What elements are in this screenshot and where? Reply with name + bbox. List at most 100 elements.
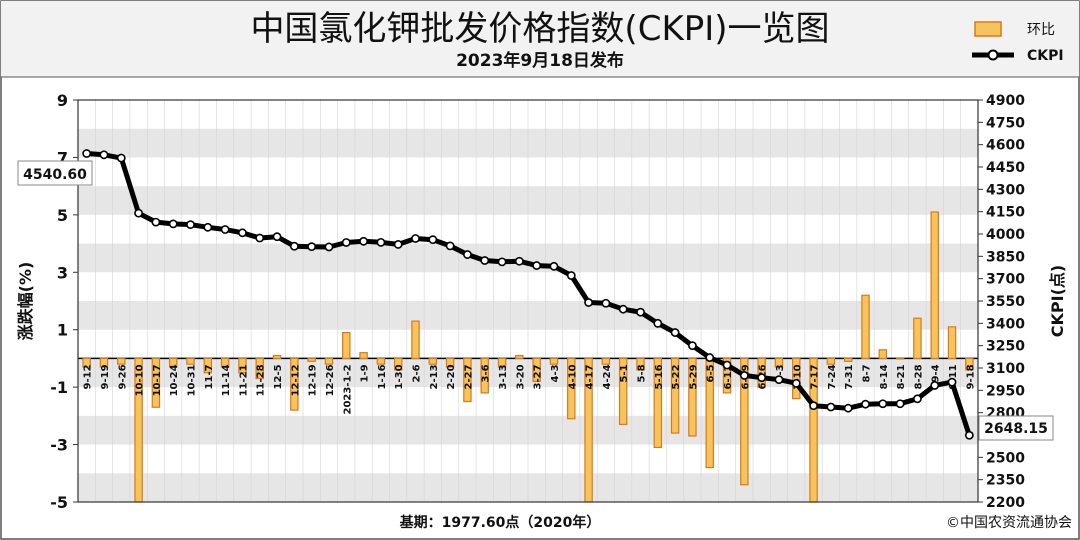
x-tick-label: 7-17 <box>810 364 821 389</box>
right-tick-label: 2950 <box>986 383 1025 399</box>
pct-change-bar <box>411 320 420 360</box>
x-tick-label: 12-12 <box>290 364 301 396</box>
pct-change-bar <box>618 357 628 426</box>
x-tick-label: 8-7 <box>862 364 873 382</box>
left-tick-label: -5 <box>50 493 68 512</box>
pct-change-bar <box>393 357 403 371</box>
start-callout-box <box>17 160 93 186</box>
ckpi-point <box>705 353 715 362</box>
right-tick-label: 4150 <box>986 205 1025 221</box>
end-callout-text: 2648.15 <box>984 421 1048 437</box>
right-tick-label: 3850 <box>986 249 1025 265</box>
right-tick-label: 3250 <box>986 339 1025 355</box>
footer-base-period: 基期：1977.60点（2020年） <box>400 514 601 531</box>
x-tick-label: 9-4 <box>931 364 942 382</box>
pct-change-bar <box>930 211 939 360</box>
pct-change-bar <box>636 357 645 371</box>
right-tick-label: 3550 <box>986 294 1025 310</box>
x-tick-label: 11-28 <box>256 364 267 396</box>
pct-change-bar <box>220 357 230 368</box>
x-tick-label: 1-16 <box>377 364 388 389</box>
pct-change-bar <box>878 349 888 360</box>
x-tick-label: 11-14 <box>221 364 232 396</box>
pct-change-bar <box>480 357 489 394</box>
pct-change-bar <box>168 357 178 368</box>
x-tick-label: 4-3 <box>550 364 561 382</box>
ckpi-point <box>220 225 230 234</box>
ckpi-point <box>809 401 818 411</box>
ckpi-point <box>289 241 299 251</box>
right-tick-label: 2350 <box>986 473 1025 489</box>
end-value-callout: 2648.15 <box>978 415 1054 441</box>
pct-change-bar <box>515 354 524 360</box>
x-tick-label: 12-26 <box>325 364 336 396</box>
right-tick-label: 2200 <box>986 495 1025 511</box>
chart-title: 中国氯化钾批发价格指数(CKPI)一览图 <box>250 9 829 49</box>
ckpi-point <box>411 234 420 243</box>
right-tick-label: 3100 <box>986 361 1025 377</box>
left-tick-label: -3 <box>50 436 68 455</box>
ckpi-point <box>601 298 611 308</box>
pct-change-bar <box>740 357 749 486</box>
pct-change-bar <box>965 357 974 371</box>
x-tick-label: 4-10 <box>567 364 578 389</box>
end-callout-box <box>978 415 1054 441</box>
pct-change-bars <box>82 211 974 503</box>
ckpi-point <box>895 399 905 409</box>
ckpi-point <box>376 237 386 247</box>
x-tick-label: 8-21 <box>896 364 907 389</box>
ckpi-point <box>843 403 853 413</box>
x-tick-label: 11-21 <box>238 364 249 396</box>
pct-change-bar <box>688 357 697 437</box>
ckpi-point <box>99 150 109 160</box>
x-tick-label: 1-9 <box>360 364 371 382</box>
x-tick-label: 9-18 <box>965 364 976 389</box>
ckpi-point <box>514 256 524 266</box>
pct-change-bar <box>272 354 282 360</box>
x-axis-labels: 9-12 9-19 9-26 10-10 10-17 10-24 10-31 11-7 11-1… <box>83 364 977 414</box>
footer-copyright: ©中国农资流通协会 <box>946 515 1072 531</box>
ckpi-point <box>670 328 680 337</box>
x-tick-label: 8-14 <box>879 364 890 389</box>
x-tick-label: 3-13 <box>498 364 509 389</box>
left-tick-label: 1 <box>57 321 68 340</box>
pct-change-bar <box>463 357 472 403</box>
x-tick-label: 1-30 <box>394 364 405 389</box>
right-tick-label: 3700 <box>986 272 1025 288</box>
ckpi-point <box>341 238 351 247</box>
ckpi-point <box>861 399 870 409</box>
pct-change-bar <box>549 357 559 365</box>
pct-change-bar <box>203 357 213 374</box>
x-tick-label: 10-24 <box>169 364 180 396</box>
pct-change-bar <box>359 352 368 360</box>
x-tick-label: 7-31 <box>844 364 855 389</box>
start-value-callout: 4540.60 <box>17 160 93 186</box>
right-tick-label: 4750 <box>986 115 1025 131</box>
ckpi-point <box>947 377 957 387</box>
left-tick-label: 9 <box>57 91 68 110</box>
pct-change-bar <box>186 357 195 365</box>
ckpi-point <box>168 219 178 229</box>
ckpi-point <box>653 318 663 328</box>
ckpi-point <box>393 240 403 249</box>
ckpi-point <box>463 250 472 259</box>
ckpi-point <box>878 399 888 409</box>
left-tick-label: -1 <box>50 378 68 397</box>
ckpi-point <box>964 430 974 440</box>
ckpi-point <box>445 241 455 251</box>
legend-line-label: CKPI <box>1027 48 1064 64</box>
x-tick-label: 7-10 <box>792 364 803 389</box>
x-tick-label: 6-12 <box>723 364 734 389</box>
pct-change-bar <box>722 357 732 394</box>
x-tick-label: 9-12 <box>83 364 94 389</box>
ckpi-point <box>428 235 438 245</box>
ckpi-point <box>186 220 195 230</box>
ckpi-point <box>82 149 92 158</box>
ckpi-point <box>584 298 593 307</box>
ckpi-point <box>532 261 542 270</box>
grid-bands <box>78 100 978 502</box>
pct-change-bar <box>151 357 161 408</box>
start-callout-text: 4540.60 <box>23 167 87 183</box>
ckpi-point <box>757 373 767 383</box>
